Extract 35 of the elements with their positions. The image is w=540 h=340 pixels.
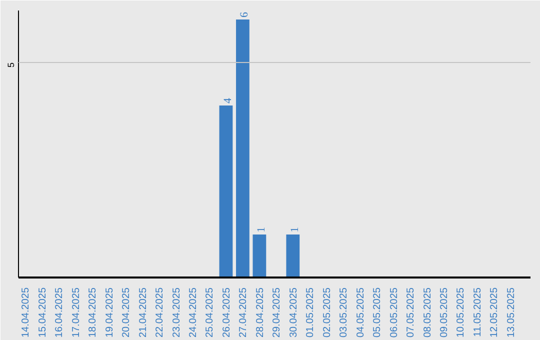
data-label: 6 bbox=[238, 12, 251, 18]
x-tick-label: 03.05.2025 bbox=[338, 287, 350, 338]
x-tick-label: 07.05.2025 bbox=[406, 287, 417, 338]
x-tick-label: 04.05.2025 bbox=[355, 287, 366, 338]
x-tick-label: 23.04.2025 bbox=[171, 287, 182, 338]
x-tick-label: 14.04.2025 bbox=[20, 287, 32, 338]
data-label: 4 bbox=[222, 98, 234, 104]
data-label: 1 bbox=[255, 227, 268, 233]
x-tick-label: 27.04.2025 bbox=[238, 287, 250, 338]
x-tick-label: 28.04.2025 bbox=[254, 287, 266, 338]
x-tick-label: 20.04.2025 bbox=[121, 287, 132, 338]
x-tick-label: 08.05.2025 bbox=[422, 287, 434, 338]
x-tick-label: 02.05.2025 bbox=[322, 287, 333, 338]
x-tick-label: 11.05.2025 bbox=[472, 287, 484, 337]
x-tick-label: 21.04.2025 bbox=[138, 287, 149, 338]
x-tick-label: 17.04.2025 bbox=[70, 287, 82, 338]
x-tick-label: 26.04.2025 bbox=[221, 287, 232, 338]
data-label: 1 bbox=[288, 227, 301, 233]
x-tick-label: 05.05.2025 bbox=[372, 287, 384, 338]
x-tick-label: 29.04.2025 bbox=[272, 287, 283, 338]
x-tick-label: 06.05.2025 bbox=[388, 287, 400, 338]
x-tick-label: 10.05.2025 bbox=[456, 287, 467, 338]
x-tick-label: 22.04.2025 bbox=[154, 287, 166, 338]
x-tick-label: 01.05.2025 bbox=[305, 287, 316, 338]
x-tick-label: 18.04.2025 bbox=[88, 287, 99, 338]
ref-line-label: 5 bbox=[6, 62, 16, 68]
x-tick-label: 12.05.2025 bbox=[489, 287, 500, 338]
x-tick-label: 15.04.2025 bbox=[37, 287, 48, 338]
x-tick-label: 25.04.2025 bbox=[204, 287, 216, 338]
x-tick-label: 24.04.2025 bbox=[188, 287, 200, 338]
x-tick-label: 09.05.2025 bbox=[438, 287, 450, 338]
x-tick-label: 16.04.2025 bbox=[54, 287, 66, 338]
x-tick-label: 30.04.2025 bbox=[288, 287, 300, 338]
x-tick-label: 19.04.2025 bbox=[104, 287, 116, 338]
x-tick-label: 13.05.2025 bbox=[506, 287, 517, 338]
